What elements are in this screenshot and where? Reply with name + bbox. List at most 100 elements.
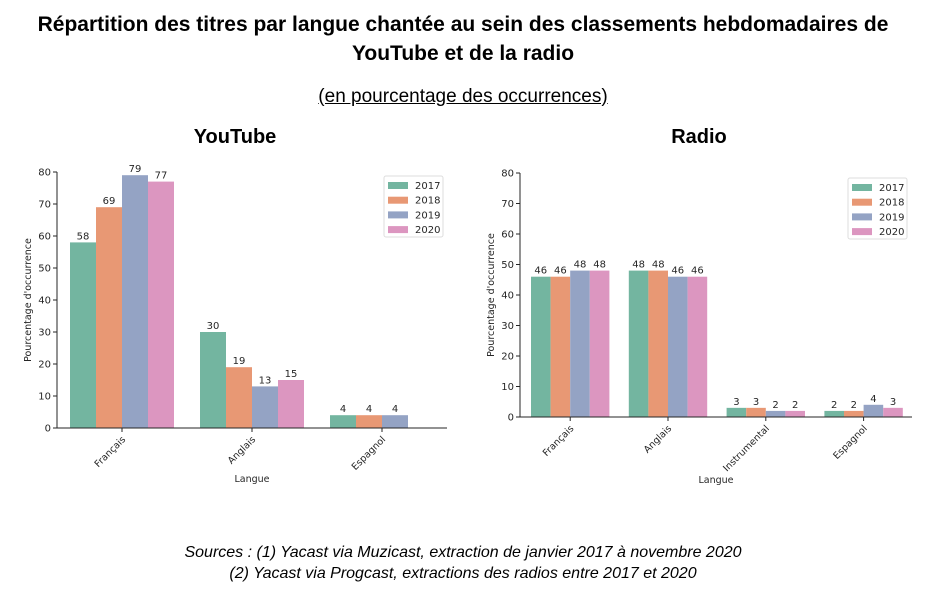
bar-2019 <box>668 276 688 417</box>
bar-label: 46 <box>671 266 684 277</box>
legend-swatch-2020 <box>852 228 872 236</box>
y-tick-label: 10 <box>38 392 51 403</box>
bar-label: 58 <box>77 231 90 242</box>
bar-2019 <box>252 386 278 428</box>
y-tick-label: 0 <box>508 413 514 424</box>
y-tick-label: 0 <box>45 424 51 435</box>
source-line-2: (2) Yacast via Progcast, extractions des… <box>229 565 697 582</box>
bar-2018 <box>356 415 382 428</box>
main-title: Répartition des titres par langue chanté… <box>37 13 889 65</box>
y-tick-label: 20 <box>501 352 514 363</box>
legend-box <box>383 175 444 238</box>
bar-2020 <box>785 410 805 417</box>
y-tick-label: 70 <box>38 200 51 211</box>
y-axis-label: Pourcentage d'occurrence <box>23 238 34 362</box>
legend-swatch-2017 <box>388 182 408 189</box>
bar-label: 69 <box>103 196 116 207</box>
bar-label: 79 <box>129 164 142 175</box>
bar-label: 4 <box>870 394 876 405</box>
x-tick-label: Espagnol <box>831 423 869 461</box>
y-tick-label: 10 <box>501 382 514 393</box>
bar-2019 <box>382 415 408 428</box>
bar-label: 15 <box>285 369 298 380</box>
subtitle: (en pourcentage des occurrences) <box>318 86 608 107</box>
bar-label: 30 <box>207 321 220 332</box>
y-tick-label: 60 <box>38 232 51 243</box>
bar-2019 <box>570 270 590 417</box>
bar-2017 <box>70 242 96 428</box>
legend-box <box>847 177 908 240</box>
x-tick-label: Anglais <box>226 434 258 466</box>
legend: 2017 2018 2019 2020 <box>847 177 908 240</box>
bar-label: 3 <box>733 397 739 408</box>
bar-label: 3 <box>890 397 896 408</box>
bar-label: 4 <box>340 404 346 415</box>
chart-title-radio: Radio <box>671 126 727 148</box>
bar-2020 <box>883 407 903 417</box>
legend-label: 2017 <box>415 181 440 192</box>
y-tick-label: 80 <box>38 168 51 179</box>
y-tick-label: 50 <box>38 264 51 275</box>
bar-2020 <box>687 276 708 417</box>
legend-swatch-2017 <box>852 184 872 191</box>
bar-label: 4 <box>366 404 372 415</box>
x-tick-label: Instrumental <box>721 423 772 474</box>
bar-2018 <box>746 407 766 417</box>
legend-swatch-2020 <box>388 226 408 234</box>
bar-label: 19 <box>233 356 246 367</box>
bar-2018 <box>550 276 571 417</box>
bar-label: 3 <box>753 397 759 408</box>
bar-2020 <box>589 270 610 417</box>
legend-label: 2020 <box>879 227 904 238</box>
bar-label: 2 <box>851 400 857 411</box>
bar-label: 4 <box>392 404 398 415</box>
bar-2019 <box>122 175 148 428</box>
x-tick-label: Anglais <box>642 423 674 455</box>
x-tick-label: Français <box>93 434 129 470</box>
bar-label: 48 <box>652 260 665 271</box>
bar-label: 2 <box>772 400 778 411</box>
legend-label: 2018 <box>415 196 440 207</box>
x-tick-label: Espagnol <box>350 434 388 472</box>
y-tick-label: 30 <box>501 321 514 332</box>
bar-label: 13 <box>259 375 272 386</box>
legend-label: 2018 <box>879 198 904 209</box>
legend: 2017 2018 2019 2020 <box>383 175 444 238</box>
bar-label: 77 <box>155 171 168 182</box>
bar-2020 <box>148 181 174 428</box>
bar-2017 <box>200 332 226 428</box>
legend-swatch-2018 <box>852 198 872 206</box>
y-tick-label: 30 <box>38 328 51 339</box>
legend-label: 2017 <box>879 183 904 194</box>
sources: Sources : (1) Yacast via Muzicast, extra… <box>0 542 926 584</box>
bar-2018 <box>96 207 122 428</box>
bar-label: 46 <box>534 266 547 277</box>
legend-swatch-2019 <box>852 213 872 221</box>
bar-label: 2 <box>831 400 837 411</box>
bar-label: 48 <box>593 260 606 271</box>
chart-youtube: 583046919479134771501020304050607080Fran… <box>23 164 447 485</box>
legend-label: 2019 <box>415 210 440 221</box>
legend-label: 2020 <box>415 225 440 236</box>
y-axis-label: Pourcentage d'occurrence <box>486 233 497 357</box>
bar-2017 <box>628 270 649 417</box>
bar-2019 <box>765 410 786 417</box>
x-tick-label: Français <box>541 423 577 459</box>
bar-label: 48 <box>632 260 645 271</box>
legend-label: 2019 <box>879 212 904 223</box>
bar-2019 <box>863 404 884 417</box>
legend-swatch-2018 <box>388 196 408 204</box>
bar-2017 <box>824 410 844 417</box>
legend-swatch-2019 <box>388 211 408 219</box>
bar-label: 48 <box>574 260 587 271</box>
source-line-1: Sources : (1) Yacast via Muzicast, extra… <box>184 544 742 561</box>
y-tick-label: 70 <box>501 199 514 210</box>
bar-label: 2 <box>792 400 798 411</box>
y-tick-label: 40 <box>38 296 51 307</box>
x-axis-label: Langue <box>234 474 269 485</box>
x-axis-label: Langue <box>698 475 733 486</box>
bar-label: 46 <box>554 266 567 277</box>
bar-2018 <box>226 367 252 428</box>
bar-2017 <box>330 415 356 428</box>
y-tick-label: 50 <box>501 260 514 271</box>
